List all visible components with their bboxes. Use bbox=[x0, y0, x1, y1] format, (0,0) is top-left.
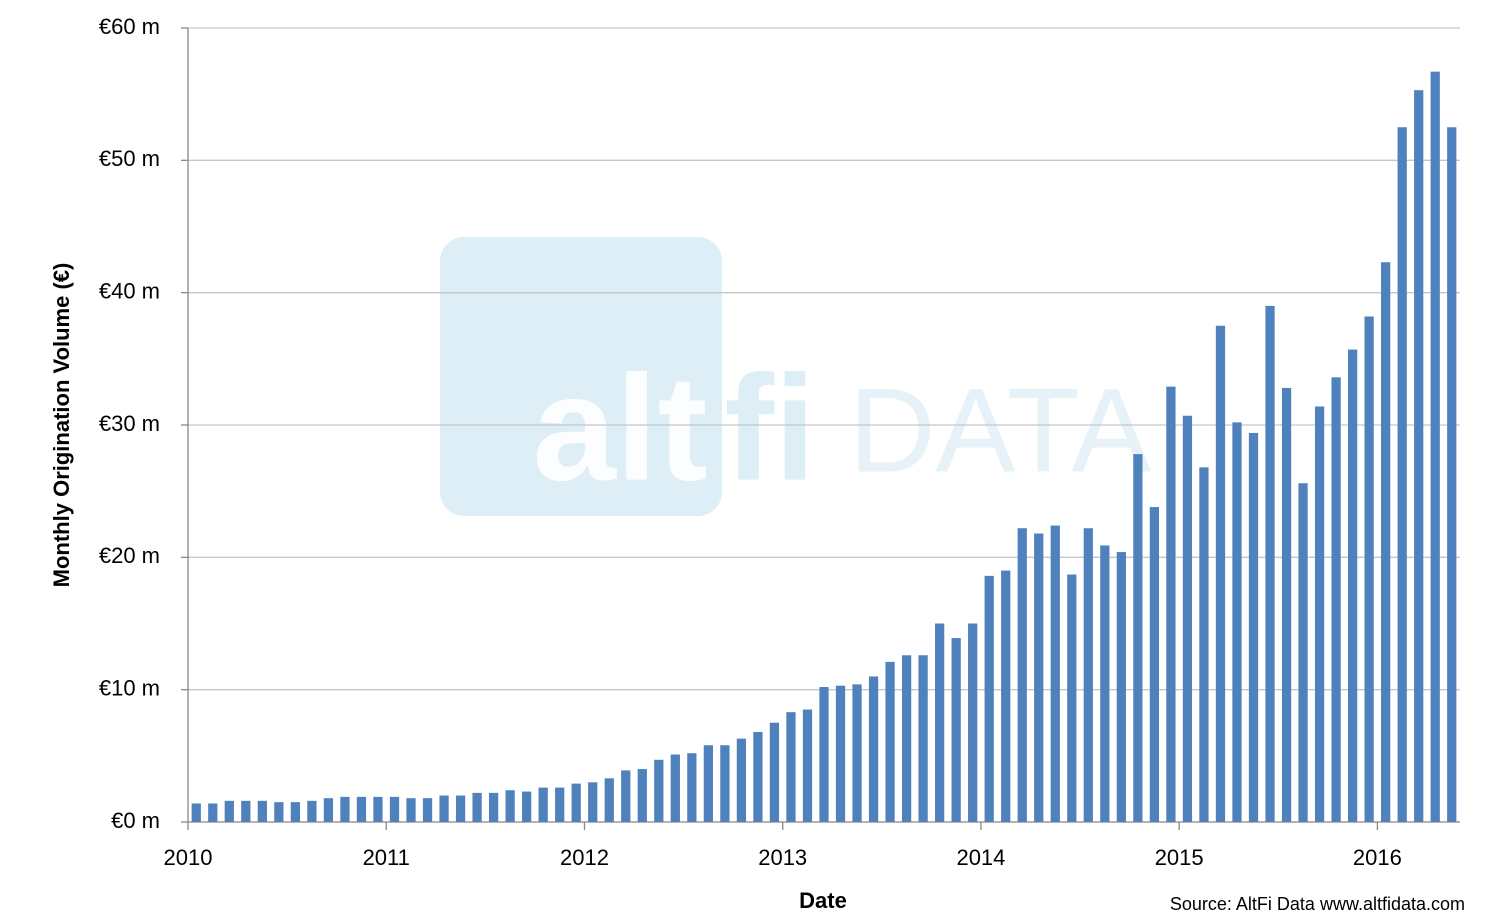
source-note: Source: AltFi Data www.altfidata.com bbox=[1170, 894, 1465, 914]
x-tick-label: 2010 bbox=[164, 845, 213, 870]
bar bbox=[1017, 528, 1027, 822]
x-tick-label: 2013 bbox=[758, 845, 807, 870]
bar bbox=[1381, 262, 1391, 823]
bar bbox=[786, 712, 796, 822]
bar bbox=[241, 800, 251, 822]
bar bbox=[852, 684, 862, 822]
y-tick-label: €0 m bbox=[111, 808, 160, 833]
bar bbox=[1116, 552, 1126, 822]
y-tick-label: €60 m bbox=[99, 14, 160, 39]
watermark-text: fi bbox=[724, 344, 816, 512]
bar bbox=[637, 769, 647, 822]
bar bbox=[1083, 528, 1093, 822]
bar bbox=[1414, 90, 1424, 823]
bar bbox=[1232, 422, 1242, 822]
bar bbox=[621, 770, 631, 822]
bar bbox=[1182, 415, 1193, 822]
bar bbox=[951, 638, 961, 822]
x-tick-label: 2015 bbox=[1155, 845, 1204, 870]
x-axis-label: Date bbox=[799, 888, 847, 913]
bar bbox=[1298, 483, 1308, 822]
y-axis-label: Monthly Origination Volume (€) bbox=[49, 263, 74, 588]
bar bbox=[868, 676, 879, 822]
x-tick-label: 2016 bbox=[1353, 845, 1402, 870]
bar bbox=[1050, 525, 1060, 822]
watermark-text: alt bbox=[532, 344, 707, 512]
bar bbox=[1100, 545, 1110, 822]
bar bbox=[257, 800, 267, 822]
bar bbox=[1034, 533, 1044, 822]
bar bbox=[1166, 386, 1176, 822]
bar bbox=[307, 800, 317, 822]
watermark-box bbox=[440, 237, 722, 516]
bar bbox=[901, 655, 912, 822]
bar bbox=[191, 803, 201, 822]
bar bbox=[439, 795, 449, 822]
bar bbox=[1281, 387, 1292, 822]
y-tick-label: €20 m bbox=[99, 543, 160, 568]
bar bbox=[224, 800, 234, 822]
bar bbox=[1430, 71, 1440, 823]
bar bbox=[736, 738, 747, 822]
bar bbox=[571, 783, 581, 822]
bar bbox=[984, 575, 994, 822]
bar bbox=[1248, 432, 1259, 822]
bar bbox=[703, 745, 713, 822]
bar bbox=[555, 787, 565, 822]
bar bbox=[340, 796, 350, 822]
bar bbox=[935, 623, 945, 822]
bar bbox=[1364, 316, 1374, 822]
y-tick-label: €50 m bbox=[99, 146, 160, 171]
bar bbox=[290, 802, 301, 822]
x-tick-label: 2011 bbox=[363, 845, 410, 870]
bar bbox=[1215, 325, 1226, 822]
bar bbox=[1133, 454, 1143, 822]
bar bbox=[670, 754, 680, 822]
bar bbox=[604, 778, 614, 822]
bar bbox=[1447, 127, 1457, 822]
watermark-text: DATA bbox=[849, 364, 1151, 498]
bar bbox=[472, 792, 482, 822]
x-tick-label: 2012 bbox=[560, 845, 609, 870]
bar bbox=[1067, 574, 1077, 822]
bar bbox=[968, 623, 978, 822]
x-tick-label: 2014 bbox=[956, 845, 1005, 870]
bar bbox=[1265, 305, 1275, 822]
bar bbox=[488, 792, 499, 822]
y-tick-label: €30 m bbox=[99, 411, 160, 436]
bar bbox=[1331, 377, 1341, 822]
bar bbox=[274, 802, 284, 822]
bar bbox=[1001, 570, 1011, 822]
y-tick-label: €40 m bbox=[99, 278, 160, 303]
bar bbox=[522, 791, 532, 822]
bar bbox=[505, 790, 515, 822]
bar bbox=[1397, 127, 1407, 822]
bar bbox=[819, 687, 829, 822]
bar bbox=[323, 798, 334, 822]
bar bbox=[835, 685, 846, 822]
y-tick-label: €10 m bbox=[99, 675, 160, 700]
bar bbox=[406, 798, 416, 822]
bar bbox=[373, 796, 383, 822]
bar bbox=[588, 782, 598, 822]
bar bbox=[389, 796, 400, 822]
bar bbox=[1149, 507, 1160, 822]
bar bbox=[753, 732, 763, 822]
bar bbox=[802, 709, 813, 822]
bar bbox=[538, 787, 548, 822]
bar bbox=[918, 655, 928, 822]
bar bbox=[422, 798, 433, 822]
bar bbox=[1347, 349, 1358, 822]
bar bbox=[208, 803, 218, 822]
bar bbox=[654, 759, 664, 822]
bar bbox=[885, 661, 895, 822]
bar bbox=[720, 745, 730, 822]
bar bbox=[1314, 406, 1325, 822]
bar bbox=[769, 722, 780, 822]
bar bbox=[687, 753, 697, 822]
bar bbox=[1199, 467, 1209, 822]
bar bbox=[455, 795, 466, 822]
bar bbox=[356, 796, 367, 822]
